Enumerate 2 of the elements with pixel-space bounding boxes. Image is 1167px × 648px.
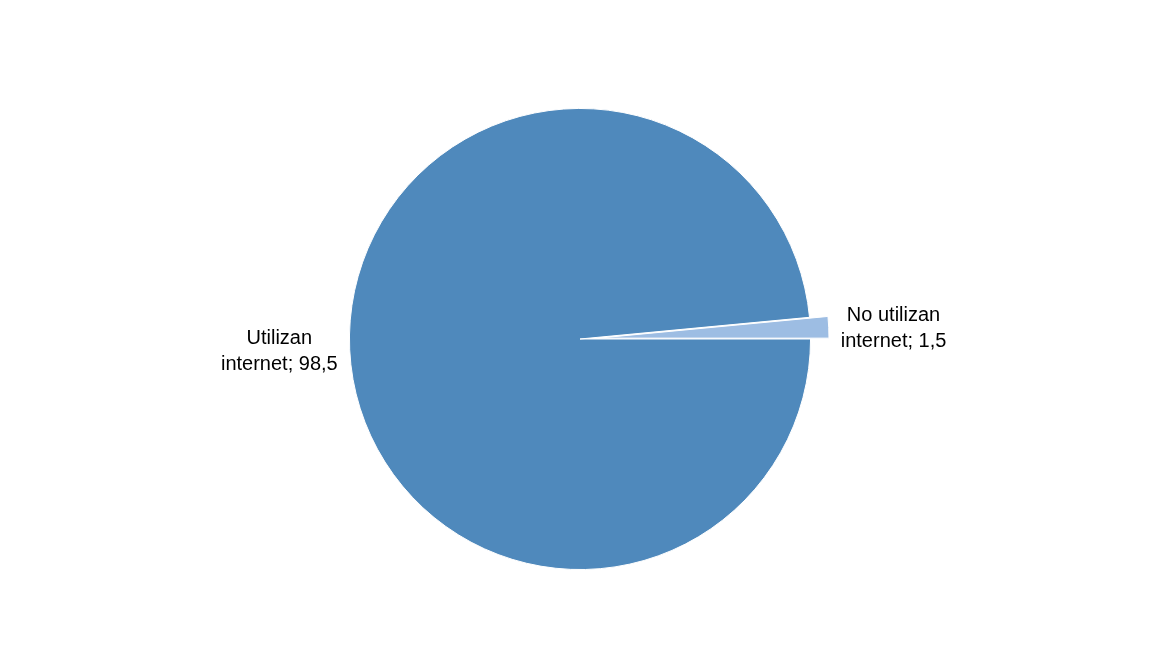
- slice-label: Utilizan internet; 98,5: [220, 325, 338, 374]
- slice-label: No utilizan internet; 1,5: [840, 303, 947, 352]
